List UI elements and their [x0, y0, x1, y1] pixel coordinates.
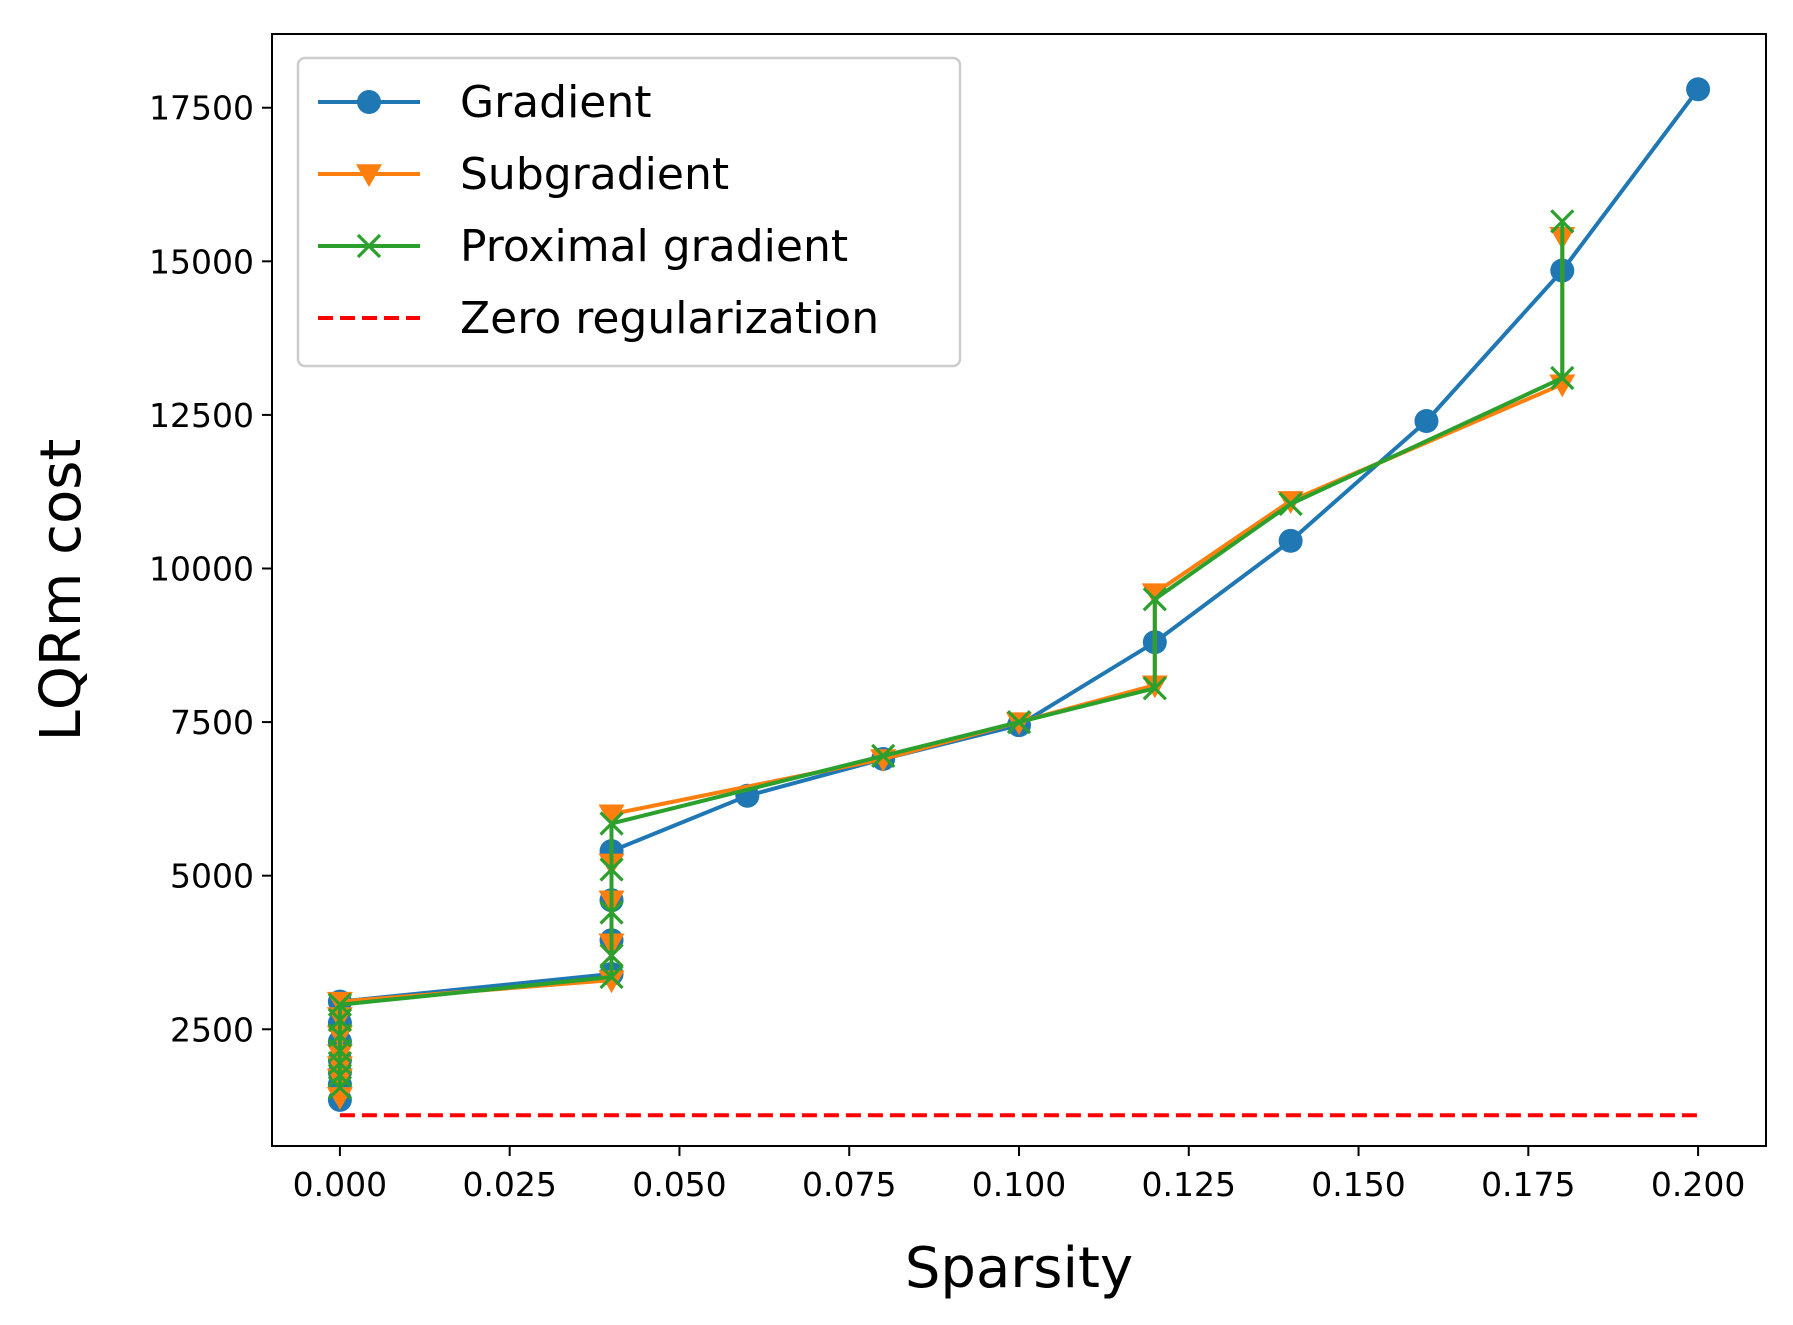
- y-tick-label: 12500: [149, 396, 254, 435]
- data-point-proximal-gradient: [599, 900, 624, 925]
- legend-marker: [356, 164, 382, 187]
- data-point-proximal-gradient: [1278, 491, 1303, 517]
- data-point-proximal-gradient: [599, 857, 624, 882]
- legend-item-zero-regularization: Zero regularization: [318, 293, 879, 344]
- data-point-proximal-gradient: [1550, 365, 1575, 391]
- x-tick-label: 0.200: [1651, 1165, 1745, 1204]
- data-point-proximal-gradient: [599, 811, 624, 836]
- y-tick-label: 10000: [149, 549, 254, 588]
- y-axis: 2500 5000 7500 10000 12500 15000 17500: [149, 89, 272, 1049]
- data-point-proximal-gradient: [327, 992, 353, 1017]
- legend-label: Gradient: [460, 77, 652, 128]
- x-tick-label: 0.000: [293, 1165, 387, 1204]
- legend-label: Proximal gradient: [460, 221, 848, 272]
- y-tick-label: 7500: [170, 703, 254, 742]
- legend-box: [296, 56, 962, 368]
- legend: Gradient Subgradient Proximal gradient Zero…: [296, 56, 962, 368]
- legend-marker: [356, 233, 382, 259]
- data-point-proximal-gradient: [599, 964, 624, 990]
- data-point-proximal-gradient: [871, 743, 896, 769]
- data-point-proximal-gradient: [599, 943, 624, 968]
- data-point-proximal-gradient: [1006, 709, 1032, 735]
- data-point-proximal-gradient: [327, 1063, 353, 1088]
- legend-marker: [357, 90, 381, 114]
- x-axis: 0.000 0.025 0.050 0.075 0.100 0.125 0.150 0.175…: [293, 1146, 1745, 1204]
- data-point-subgradient: [1141, 583, 1168, 607]
- x-tick-label: 0.175: [1481, 1165, 1575, 1204]
- data-point-proximal-gradient: [1142, 587, 1167, 612]
- x-tick-label: 0.050: [632, 1165, 726, 1204]
- y-tick-label: 5000: [170, 857, 254, 896]
- legend-label: Subgradient: [460, 149, 729, 200]
- data-point-gradient: [1686, 77, 1711, 102]
- data-point-proximal-gradient: [327, 1075, 353, 1100]
- x-tick-label: 0.125: [1142, 1165, 1236, 1204]
- x-tick-label: 0.150: [1311, 1165, 1405, 1204]
- legend-label: Zero regularization: [460, 293, 879, 344]
- plot-area: [326, 77, 1711, 1118]
- data-point-proximal-gradient: [327, 1050, 353, 1076]
- legend-item-proximal-gradient: Proximal gradient: [318, 221, 848, 272]
- data-point-proximal-gradient: [1550, 209, 1575, 234]
- legend-item-subgradient: Subgradient: [318, 149, 729, 200]
- data-point-gradient: [1414, 409, 1439, 434]
- y-tick-label: 15000: [149, 242, 254, 281]
- x-tick-label: 0.075: [802, 1165, 896, 1204]
- data-point-gradient: [1278, 528, 1303, 553]
- y-tick-label: 17500: [149, 89, 254, 128]
- y-tick-label: 2500: [170, 1010, 254, 1049]
- x-tick-label: 0.100: [972, 1165, 1066, 1204]
- data-point-subgradient: [598, 804, 625, 828]
- y-axis-title: LQRm cost: [29, 439, 94, 742]
- series-proximal-gradient: [327, 209, 1575, 1100]
- x-axis-title: Sparsity: [905, 1236, 1133, 1301]
- x-tick-label: 0.025: [462, 1165, 556, 1204]
- data-point-proximal-gradient: [1142, 676, 1167, 701]
- legend-item-gradient: Gradient: [318, 77, 652, 128]
